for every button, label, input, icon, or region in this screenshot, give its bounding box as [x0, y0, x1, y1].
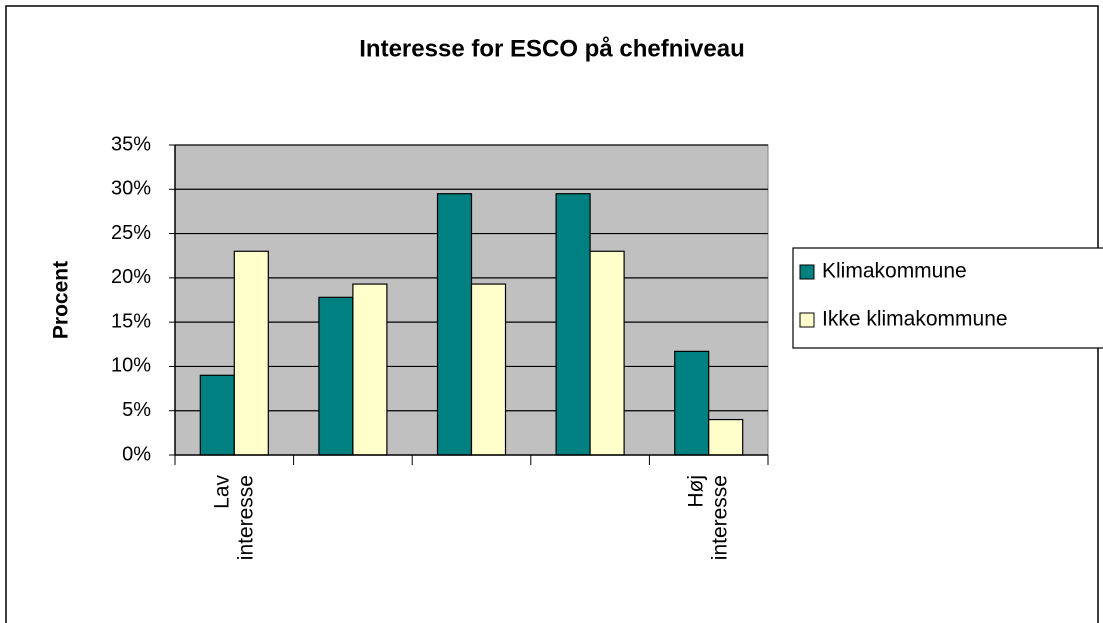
y-tick-label: 30%	[111, 178, 151, 200]
y-tick-label: 10%	[111, 355, 151, 377]
bar	[199, 374, 235, 456]
bar	[555, 193, 591, 456]
y-tick-label: 35%	[111, 133, 151, 155]
y-tick-label: 25%	[111, 222, 151, 244]
chart-title: Interesse for ESCO på chefniveau	[359, 35, 744, 62]
x-tick-label: Højinteresse	[684, 475, 731, 560]
bar	[352, 283, 388, 456]
y-tick-label: 15%	[111, 310, 151, 332]
bar	[436, 193, 473, 456]
bar	[674, 350, 710, 456]
x-tick-label-line: Lav	[210, 475, 233, 509]
y-axis-label: Procent	[50, 261, 73, 339]
y-tick-label: 5%	[122, 399, 151, 421]
bar	[233, 250, 269, 456]
legend-swatch	[799, 312, 815, 328]
legend-label: Ikke klimakommune	[822, 308, 1008, 331]
y-tick-label: 20%	[111, 266, 151, 288]
legend-label: Klimakommune	[822, 260, 967, 283]
bar	[708, 418, 744, 456]
bar	[470, 283, 507, 456]
x-tick-label-line: interesse	[708, 475, 731, 560]
x-tick-label-line: interesse	[234, 475, 257, 560]
bar	[589, 250, 625, 456]
x-tick-label: Lavinteresse	[210, 475, 257, 561]
y-tick-label: 0%	[122, 443, 151, 465]
x-tick-label-line: Høj	[684, 475, 707, 508]
legend	[792, 247, 1103, 349]
bar	[318, 296, 354, 456]
legend-swatch	[799, 264, 815, 280]
